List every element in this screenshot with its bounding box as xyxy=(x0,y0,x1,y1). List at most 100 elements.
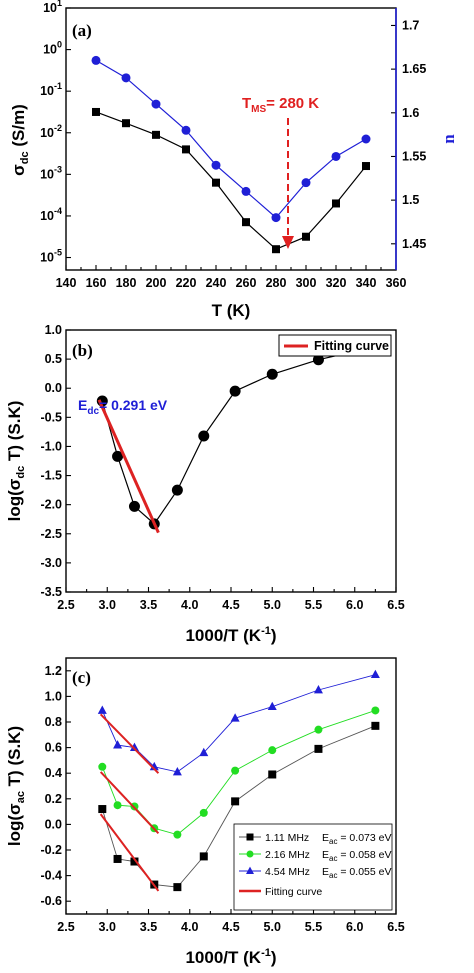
data-point xyxy=(314,725,323,734)
y-tick-label: 0.0 xyxy=(45,381,62,395)
y-tick-label: 101 xyxy=(43,0,62,15)
legend-swatch-marker xyxy=(246,833,254,841)
chart-b: (b) 2.5 3.0 3.5 4.0 4.5 5.0 5.5 6.0 6.5 -3.5 -3.0… xyxy=(5,323,405,645)
data-point xyxy=(152,130,160,139)
data-point xyxy=(266,368,278,380)
chart-b-x-label-tail: ) xyxy=(271,626,277,645)
x-tick-label: 6.5 xyxy=(387,920,404,934)
data-point xyxy=(121,73,131,83)
y-tick-label: 0.0 xyxy=(45,817,62,831)
y-tick-label: 0.5 xyxy=(45,352,62,366)
y-tick-label: 0.8 xyxy=(45,715,62,729)
x-tick-label: 4.5 xyxy=(222,920,239,934)
series-line xyxy=(101,710,376,836)
data-point xyxy=(113,740,123,749)
y-tick-label: 10-1 xyxy=(40,81,62,98)
fit-line xyxy=(99,771,160,835)
tms-annotation: TMS= 280 K xyxy=(242,95,319,115)
data-point xyxy=(314,744,323,753)
chart-c-x-label-sup: -1 xyxy=(261,947,271,959)
chart-a-y2-label: n xyxy=(439,134,458,144)
chart-c-x-label-tail: ) xyxy=(271,948,277,967)
y2-tick-label: 1.5 xyxy=(402,193,419,207)
chart-a-x-label: T (K) xyxy=(212,301,251,320)
y-tick-label: -3.5 xyxy=(40,585,62,599)
tms-annotation-value: = 280 K xyxy=(266,95,319,112)
x-tick-label: 5.5 xyxy=(305,598,322,612)
chart-b-fit xyxy=(97,399,160,534)
legend-swatch-marker xyxy=(246,850,254,858)
data-point xyxy=(332,199,340,208)
chart-b-y-ticks: -3.5 -3.0 -2.5 -2.0 -1.5 -1.0 -0.5 0.0 0.5 1.0 xyxy=(40,323,71,599)
chart-c-series-1 xyxy=(98,721,380,892)
chart-b-legend-box xyxy=(278,334,392,357)
data-point xyxy=(113,801,122,810)
chart-a-x-ticks: 140 160 180 200 220 240 260 280 300 320 340 360 xyxy=(56,265,407,290)
x-tick-label: 4.0 xyxy=(181,920,198,934)
chart-c-y-label: log(σac T) (S.K) xyxy=(5,726,27,846)
data-point xyxy=(268,746,277,755)
series-line xyxy=(101,725,376,888)
data-point xyxy=(113,854,122,863)
tms-annotation-sub: MS xyxy=(251,104,266,115)
y-tick-label: -0.2 xyxy=(40,843,62,857)
x-tick-label: 320 xyxy=(326,276,347,290)
x-tick-label: 4.0 xyxy=(181,598,198,612)
chart-a-y-label-unit: (S/m) xyxy=(9,104,28,151)
series-line xyxy=(95,111,367,250)
x-tick-label: 2.5 xyxy=(57,598,74,612)
chart-b-panel-label: (b) xyxy=(72,341,93,360)
data-point xyxy=(271,213,281,223)
data-point xyxy=(268,770,277,779)
fit-line xyxy=(99,813,160,892)
x-tick-label: 3.5 xyxy=(140,598,157,612)
data-point xyxy=(173,830,182,839)
y-tick-label: -0.5 xyxy=(40,410,62,424)
chart-c-series-2 xyxy=(98,706,380,839)
data-point xyxy=(198,430,210,442)
data-point xyxy=(272,245,280,254)
chart-c-y-label-sub: ac xyxy=(15,791,27,803)
data-point xyxy=(361,134,371,144)
x-tick-label: 140 xyxy=(56,276,77,290)
fit-line xyxy=(97,399,160,534)
chart-a-series-sigma xyxy=(92,107,370,254)
data-point xyxy=(182,145,190,154)
x-tick-label: 5.0 xyxy=(264,598,281,612)
data-point xyxy=(128,500,140,512)
y-tick-label: 10-3 xyxy=(40,164,62,181)
data-point xyxy=(92,107,100,116)
legend-label: 2.16 MHz xyxy=(265,849,310,861)
y-tick-label: 10-2 xyxy=(40,123,62,140)
data-point xyxy=(122,119,130,128)
x-tick-label: 360 xyxy=(386,276,407,290)
chart-c: (c) 2.5 3.0 3.5 4.0 4.5 5.0 5.5 6.0 6.5 -0.6 -0.4… xyxy=(5,657,405,967)
x-tick-label: 6.0 xyxy=(346,598,363,612)
x-tick-label: 280 xyxy=(266,276,287,290)
chart-a-y-label-sub: dc xyxy=(19,151,31,164)
data-point xyxy=(242,218,250,227)
series-line xyxy=(95,59,367,219)
legend-label: 4.54 MHz xyxy=(265,866,310,878)
x-tick-label: 220 xyxy=(176,276,197,290)
y-tick-label: -0.6 xyxy=(40,894,62,908)
data-point xyxy=(130,857,139,866)
y2-tick-label: 1.55 xyxy=(402,149,426,163)
chart-c-series-3 xyxy=(97,669,380,776)
edc-annotation-sub: dc xyxy=(87,406,99,417)
data-point xyxy=(98,805,107,814)
chart-b-x-ticks: 2.5 3.0 3.5 4.0 4.5 5.0 5.5 6.0 6.5 xyxy=(57,587,405,612)
data-point xyxy=(129,742,139,752)
data-point xyxy=(362,162,370,171)
data-point xyxy=(230,713,240,722)
y2-tick-label: 1.6 xyxy=(402,106,419,120)
edc-annotation-value: = 0.291 eV xyxy=(99,397,168,413)
x-tick-label: 300 xyxy=(296,276,317,290)
chart-c-y-ticks: -0.6 -0.4 -0.2 0.0 0.2 0.4 0.6 0.8 1.0 1.2 xyxy=(40,664,71,908)
chart-a-frame xyxy=(65,7,397,271)
x-tick-label: 160 xyxy=(86,276,107,290)
x-tick-label: 340 xyxy=(356,276,377,290)
chart-a: (a) 140 160 180 200 220 240 260 280 300 320 340 360… xyxy=(9,0,458,320)
chart-c-fits xyxy=(99,713,160,892)
data-point xyxy=(199,852,208,861)
